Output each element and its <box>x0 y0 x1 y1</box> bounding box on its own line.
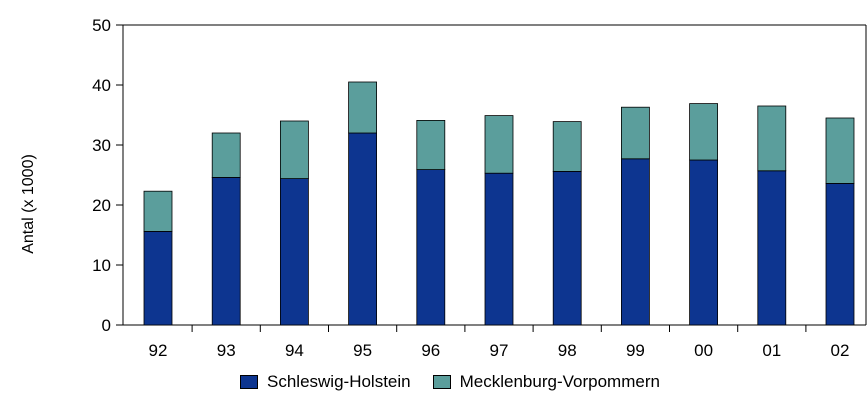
y-tick-label: 20 <box>92 196 111 215</box>
bar-mecklenburg-vorpommern-01 <box>757 105 787 172</box>
bar-schleswig-holstein-94 <box>279 178 309 326</box>
bar-mecklenburg-vorpommern-02 <box>825 117 855 184</box>
bar-schleswig-holstein-99 <box>621 158 650 326</box>
bar-mecklenburg-vorpommern-92 <box>143 190 173 232</box>
legend-swatch-schleswig-holstein <box>240 375 258 389</box>
y-axis-title: Antal (x 1000) <box>20 154 37 254</box>
legend-item-mecklenburg-vorpommern: Mecklenburg-Vorpommern <box>432 372 660 392</box>
x-tick-label: 99 <box>626 341 645 360</box>
bar-mecklenburg-vorpommern-96 <box>416 120 446 171</box>
bar-schleswig-holstein-00 <box>689 159 718 326</box>
y-axis-ticks: 0 10 20 30 40 50 <box>92 16 123 335</box>
x-tick-label: 01 <box>762 341 781 360</box>
x-tick-label: 94 <box>285 341 304 360</box>
y-tick-label: 0 <box>102 316 111 335</box>
legend-swatch-mecklenburg-vorpommern <box>432 375 451 389</box>
x-tick-label: 93 <box>217 341 236 360</box>
bar-mecklenburg-vorpommern-95 <box>348 81 378 134</box>
bar-schleswig-holstein-96 <box>416 169 446 326</box>
x-tick-label: 98 <box>558 341 577 360</box>
x-axis-ticks: 92 93 94 95 96 97 98 99 00 01 02 <box>149 325 850 360</box>
x-tick-label: 02 <box>831 341 850 360</box>
bar-mecklenburg-vorpommern-99 <box>621 106 650 160</box>
bars <box>143 81 855 326</box>
legend-label-mecklenburg-vorpommern: Mecklenburg-Vorpommern <box>459 372 660 391</box>
legend-label-schleswig-holstein: Schleswig-Holstein <box>267 372 411 391</box>
y-tick-label: 10 <box>92 256 111 275</box>
legend-item-schleswig-holstein: Schleswig-Holstein <box>240 372 411 392</box>
x-tick-label: 96 <box>421 341 440 360</box>
y-tick-label: 40 <box>92 76 111 95</box>
bar-schleswig-holstein-97 <box>484 172 514 326</box>
bar-schleswig-holstein-93 <box>211 176 241 326</box>
bar-schleswig-holstein-92 <box>143 230 173 326</box>
bar-mecklenburg-vorpommern-94 <box>279 120 309 179</box>
bar-schleswig-holstein-01 <box>757 170 787 326</box>
bar-schleswig-holstein-98 <box>552 170 582 326</box>
bar-mecklenburg-vorpommern-98 <box>552 121 582 172</box>
bar-mecklenburg-vorpommern-00 <box>689 103 718 161</box>
x-tick-label: 00 <box>694 341 713 360</box>
legend: Schleswig-Holstein Mecklenburg-Vorpommer… <box>240 372 682 392</box>
bar-schleswig-holstein-02 <box>825 182 855 326</box>
bar-mecklenburg-vorpommern-97 <box>484 115 514 174</box>
bar-mecklenburg-vorpommern-93 <box>211 132 241 178</box>
x-tick-label: 97 <box>490 341 509 360</box>
x-tick-label: 92 <box>149 341 168 360</box>
bar-schleswig-holstein-95 <box>348 132 378 326</box>
x-tick-label: 95 <box>353 341 372 360</box>
y-tick-label: 50 <box>92 16 111 35</box>
y-tick-label: 30 <box>92 136 111 155</box>
